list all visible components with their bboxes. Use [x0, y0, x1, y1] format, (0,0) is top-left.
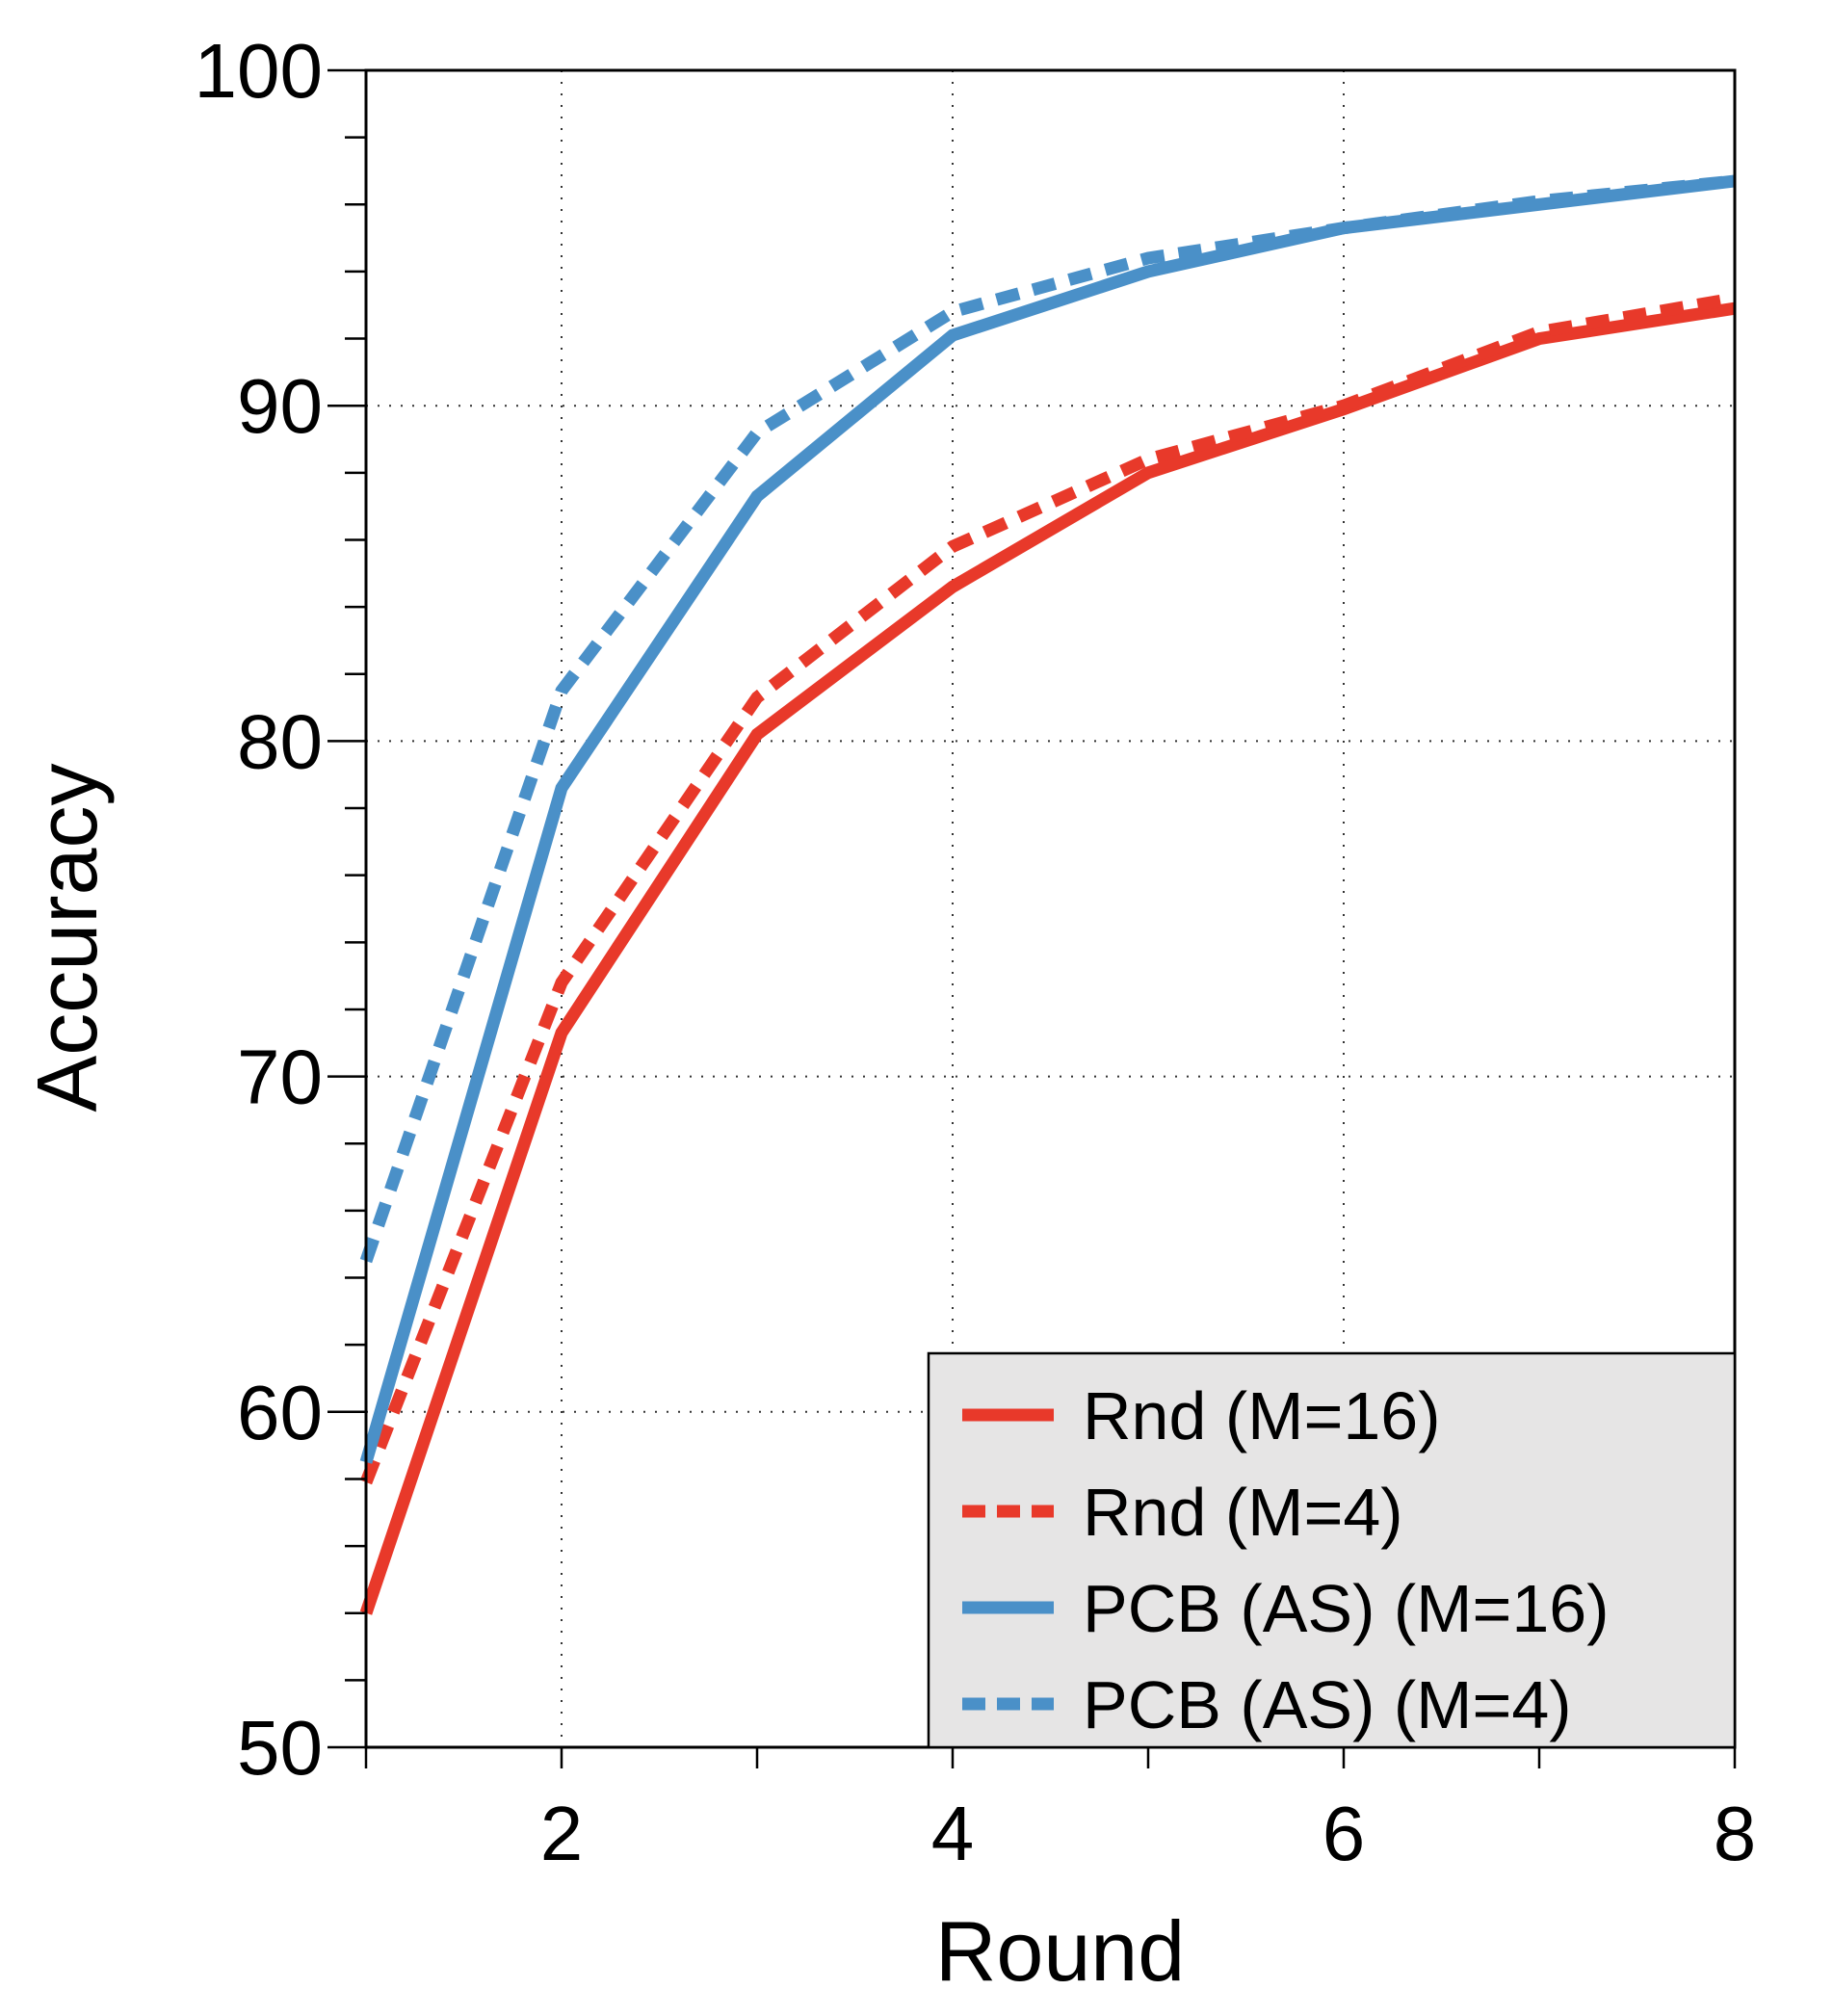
y-tick-label: 70	[237, 1034, 323, 1120]
x-tick-label: 6	[1322, 1791, 1366, 1876]
legend-box	[927, 1351, 1737, 1749]
y-tick-label: 90	[237, 363, 323, 449]
x-tick-label: 2	[540, 1791, 584, 1876]
axis-ticks	[327, 68, 1737, 1768]
series-line-1	[359, 301, 1736, 1615]
x-tick-label: 8	[1714, 1791, 1757, 1876]
y-tick-label: 50	[237, 1705, 323, 1791]
legend: Rnd (M=16) Rnd (M=4) PCB (AS) (M=16) PCB (A…	[927, 1351, 1737, 1749]
legend-item: Rnd (M=4)	[962, 1475, 1403, 1550]
legend-label: Rnd (M=16)	[1083, 1378, 1441, 1453]
legend-item: PCB (AS) (M=4)	[962, 1667, 1572, 1742]
legend-item: Rnd (M=16)	[962, 1378, 1441, 1453]
series-line-4	[359, 174, 1736, 1264]
tick-labels: 50 60 70 80 90 100 2 4 6 8	[195, 28, 1757, 1876]
y-tick-label: 100	[195, 28, 323, 114]
y-tick-label: 60	[237, 1370, 323, 1455]
legend-label: Rnd (M=4)	[1083, 1475, 1403, 1550]
legend-label: PCB (AS) (M=16)	[1083, 1571, 1610, 1646]
legend-label: PCB (AS) (M=4)	[1083, 1667, 1572, 1742]
y-axis-title: Accuracy	[19, 764, 115, 1113]
y-tick-label: 80	[237, 698, 323, 784]
x-tick-label: 4	[931, 1791, 975, 1876]
series-line-2	[359, 292, 1737, 1485]
x-axis-title: Round	[935, 1903, 1185, 1999]
series-line-3	[359, 174, 1736, 1464]
legend-item: PCB (AS) (M=16)	[962, 1571, 1610, 1646]
series-lines	[359, 174, 1737, 1615]
